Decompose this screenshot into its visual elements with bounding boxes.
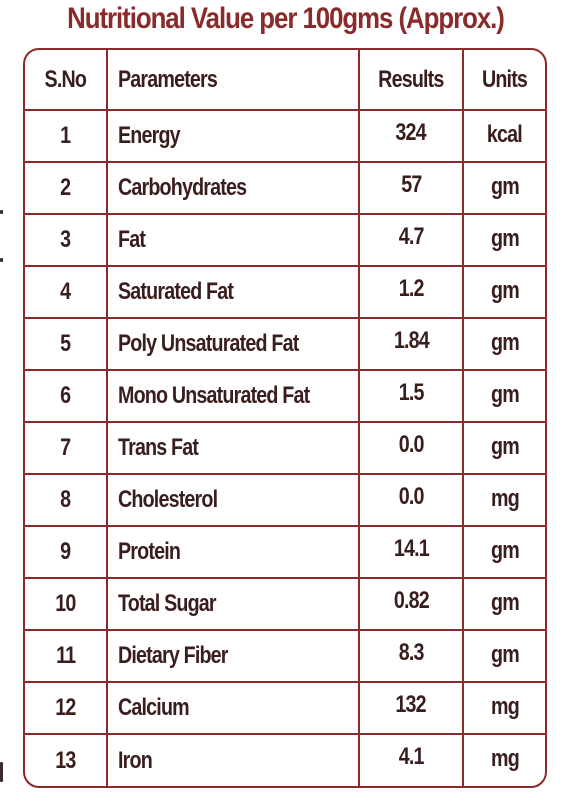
parameter-cell: Trans Fat (106, 421, 360, 475)
edge-mark (0, 258, 3, 262)
table-row: 11 Dietary Fiber 8.3 gm (25, 629, 545, 683)
table-row: 10 Total Sugar 0.82 gm (25, 577, 545, 631)
sno-cell: 9 (25, 525, 108, 579)
unit-cell: gm (462, 525, 545, 579)
table-row: 3 Fat 4.7 gm (25, 213, 545, 267)
table-row: 8 Cholesterol 0.0 mg (25, 473, 545, 527)
result-cell: 324 (358, 110, 464, 163)
parameter-cell: Mono Unsaturated Fat (106, 369, 360, 423)
sno-cell: 2 (25, 161, 108, 215)
parameter-cell: Iron (106, 733, 360, 786)
table-row: 7 Trans Fat 0.0 gm (25, 421, 545, 475)
parameter-cell: Saturated Fat (106, 265, 360, 319)
sno-cell: 1 (25, 110, 108, 163)
page-title: Nutritional Value per 100gms (Approx.) (67, 2, 505, 35)
table-row: 6 Mono Unsaturated Fat 1.5 gm (25, 369, 545, 423)
parameter-cell: Protein (106, 525, 360, 579)
header-parameters: Parameters (106, 50, 360, 111)
result-cell: 132 (358, 681, 464, 735)
edge-mark (0, 210, 3, 214)
result-cell: 0.82 (358, 577, 464, 631)
parameter-cell: Total Sugar (106, 577, 360, 631)
sno-cell: 7 (25, 421, 108, 475)
parameter-cell: Fat (106, 213, 360, 267)
parameter-cell: Calcium (106, 681, 360, 735)
result-cell: 8.3 (358, 629, 464, 683)
unit-cell: gm (462, 317, 545, 371)
result-cell: 57 (358, 161, 464, 215)
sno-cell: 11 (25, 629, 108, 683)
sno-cell: 6 (25, 369, 108, 423)
unit-cell: gm (462, 265, 545, 319)
unit-cell: gm (462, 577, 545, 631)
result-cell: 4.7 (358, 213, 464, 267)
table-row: 2 Carbohydrates 57 gm (25, 161, 545, 215)
table-row: 12 Calcium 132 mg (25, 681, 545, 735)
result-cell: 1.84 (358, 317, 464, 371)
edge-mark (0, 762, 3, 782)
sno-cell: 5 (25, 317, 108, 371)
result-cell: 1.5 (358, 369, 464, 423)
sno-cell: 10 (25, 577, 108, 631)
sno-cell: 13 (25, 733, 108, 786)
result-cell: 0.0 (358, 421, 464, 475)
nutrition-table-card: S.No Parameters Results Units 1 Energy 324… (23, 48, 547, 788)
sno-cell: 4 (25, 265, 108, 319)
parameter-cell: Energy (106, 110, 360, 163)
header-sno: S.No (25, 50, 108, 111)
unit-cell: gm (462, 629, 545, 683)
table-row: 9 Protein 14.1 gm (25, 525, 545, 579)
table-row: 4 Saturated Fat 1.2 gm (25, 265, 545, 319)
result-cell: 1.2 (358, 265, 464, 319)
sno-cell: 3 (25, 213, 108, 267)
parameter-cell: Poly Unsaturated Fat (106, 317, 360, 371)
table-row: 13 Iron 4.1 mg (25, 733, 545, 786)
result-cell: 0.0 (358, 473, 464, 527)
unit-cell: gm (462, 213, 545, 267)
parameter-cell: Dietary Fiber (106, 629, 360, 683)
header-results: Results (358, 50, 464, 111)
unit-cell: mg (462, 681, 545, 735)
table-header-row: S.No Parameters Results Units (25, 50, 545, 111)
result-cell: 14.1 (358, 525, 464, 579)
sno-cell: 8 (25, 473, 108, 527)
parameter-cell: Cholesterol (106, 473, 360, 527)
table-row: 5 Poly Unsaturated Fat 1.84 gm (25, 317, 545, 371)
header-units: Units (462, 50, 545, 111)
result-cell: 4.1 (358, 733, 464, 786)
unit-cell: gm (462, 161, 545, 215)
sno-cell: 12 (25, 681, 108, 735)
unit-cell: gm (462, 421, 545, 475)
unit-cell: gm (462, 369, 545, 423)
unit-cell: mg (462, 473, 545, 527)
table-row: 1 Energy 324 kcal (25, 110, 545, 163)
unit-cell: kcal (462, 110, 545, 163)
parameter-cell: Carbohydrates (106, 161, 360, 215)
nutrition-table: S.No Parameters Results Units 1 Energy 324… (25, 50, 545, 786)
unit-cell: mg (462, 733, 545, 786)
